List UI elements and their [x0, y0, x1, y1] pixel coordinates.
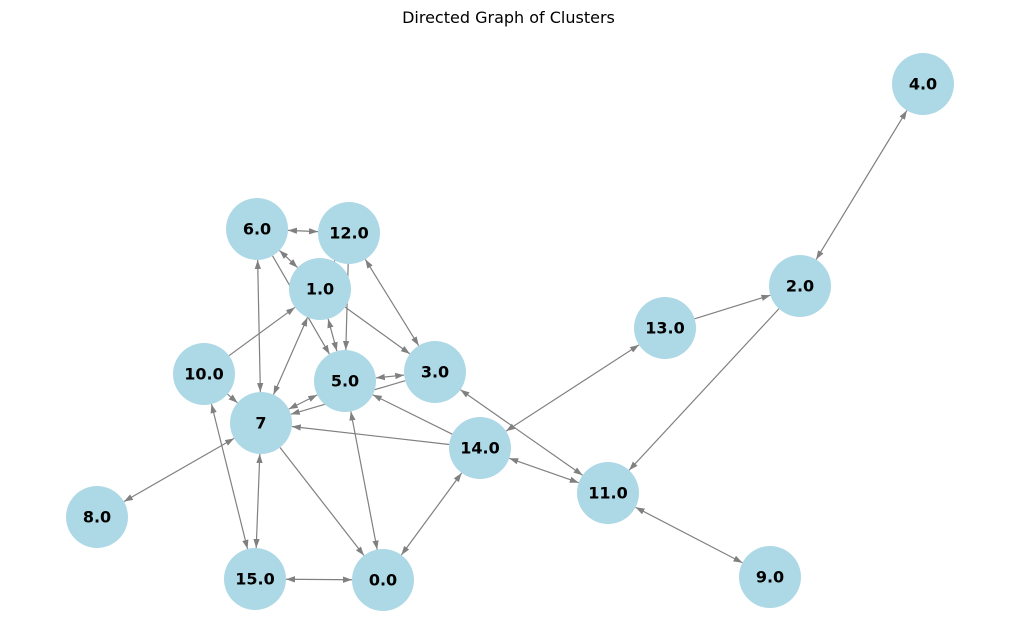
node-6-0: 6.0 [226, 198, 288, 260]
node-label: 0.0 [369, 571, 397, 590]
graph-title: Directed Graph of Clusters [402, 8, 615, 27]
node-9-0: 9.0 [739, 546, 801, 608]
node-8-0: 8.0 [66, 486, 128, 548]
nodes-layer: 4.0 6.0 12.0 1.0 2.0 13.0 10.0 5.0 3.0 7 14.0 11.0 8… [66, 53, 954, 611]
edge-6-0-to-12-0 [287, 227, 319, 235]
node-circle [226, 198, 288, 260]
edge-5-0-to-7 [288, 394, 318, 410]
edge-14-0-to-0-0 [400, 472, 463, 556]
node-5-0: 5.0 [314, 350, 376, 412]
node-label: 7 [255, 414, 266, 433]
node-label: 4.0 [909, 75, 937, 94]
node-label: 10.0 [184, 365, 223, 384]
node-4-0: 4.0 [892, 53, 954, 115]
node-circle [449, 417, 511, 479]
edge-1-0-to-5-0 [327, 318, 338, 352]
node-circle [577, 462, 639, 524]
edge-1-0-to-7 [272, 317, 309, 395]
node-label: 11.0 [588, 484, 627, 503]
node-1-0: 1.0 [289, 258, 351, 320]
edge-12-0-to-3-0 [364, 259, 420, 346]
node-circle [739, 546, 801, 608]
node-label: 5.0 [331, 372, 359, 391]
edge-11-0-to-9-0 [635, 506, 743, 564]
node-circle [66, 486, 128, 548]
edge-5-0-to-3-0 [375, 372, 405, 381]
edge-14-0-to-13-0 [505, 344, 640, 432]
node-15-0: 15.0 [224, 548, 286, 610]
edge-7-to-8-0 [123, 437, 235, 503]
node-12-0: 12.0 [318, 202, 380, 264]
node-label: 15.0 [235, 570, 274, 589]
edge-7-to-0-0 [279, 447, 365, 556]
node-2-0: 2.0 [769, 255, 831, 317]
node-label: 2.0 [786, 277, 814, 296]
node-10-0: 10.0 [173, 343, 235, 405]
edge-6-0-to-1-0 [279, 249, 298, 269]
node-0-0: 0.0 [352, 549, 414, 611]
node-label: 6.0 [243, 220, 271, 239]
node-circle [892, 53, 954, 115]
node-label: 9.0 [756, 568, 784, 587]
node-label: 3.0 [421, 363, 449, 382]
node-circle [634, 297, 696, 359]
node-circle [352, 549, 414, 611]
edge-2-0-to-4-0 [815, 110, 908, 260]
edge-13-0-to-2-0 [694, 294, 771, 320]
edge-2-0-to-11-0 [628, 308, 780, 471]
node-label: 1.0 [306, 280, 334, 299]
edge-14-0-to-5-0 [372, 394, 453, 435]
node-label: 8.0 [83, 508, 111, 527]
node-7: 7 [230, 392, 292, 454]
node-circle [314, 350, 376, 412]
edges-layer [123, 110, 908, 583]
edge-10-0-to-1-0 [228, 306, 296, 357]
edge-10-0-to-7 [227, 393, 238, 404]
node-circle [769, 255, 831, 317]
node-3-0: 3.0 [404, 341, 466, 403]
node-circle [224, 548, 286, 610]
edge-3-0-to-11-0 [460, 389, 583, 476]
edge-14-0-to-7 [291, 424, 450, 446]
node-circle [404, 341, 466, 403]
node-circle [318, 202, 380, 264]
edge-5-0-to-0-0 [349, 411, 379, 550]
node-label: 13.0 [645, 319, 684, 338]
node-circle [230, 392, 292, 454]
edge-6-0-to-7 [254, 259, 264, 393]
edge-15-0-to-0-0 [285, 576, 353, 583]
node-11-0: 11.0 [577, 462, 639, 524]
node-13-0: 13.0 [634, 297, 696, 359]
node-label: 14.0 [460, 439, 499, 458]
node-label: 12.0 [329, 224, 368, 243]
node-circle [289, 258, 351, 320]
edge-7-to-15-0 [253, 453, 263, 549]
node-14-0: 14.0 [449, 417, 511, 479]
edge-14-0-to-11-0 [509, 457, 579, 484]
node-circle [173, 343, 235, 405]
edge-1-0-to-3-0 [344, 306, 411, 355]
